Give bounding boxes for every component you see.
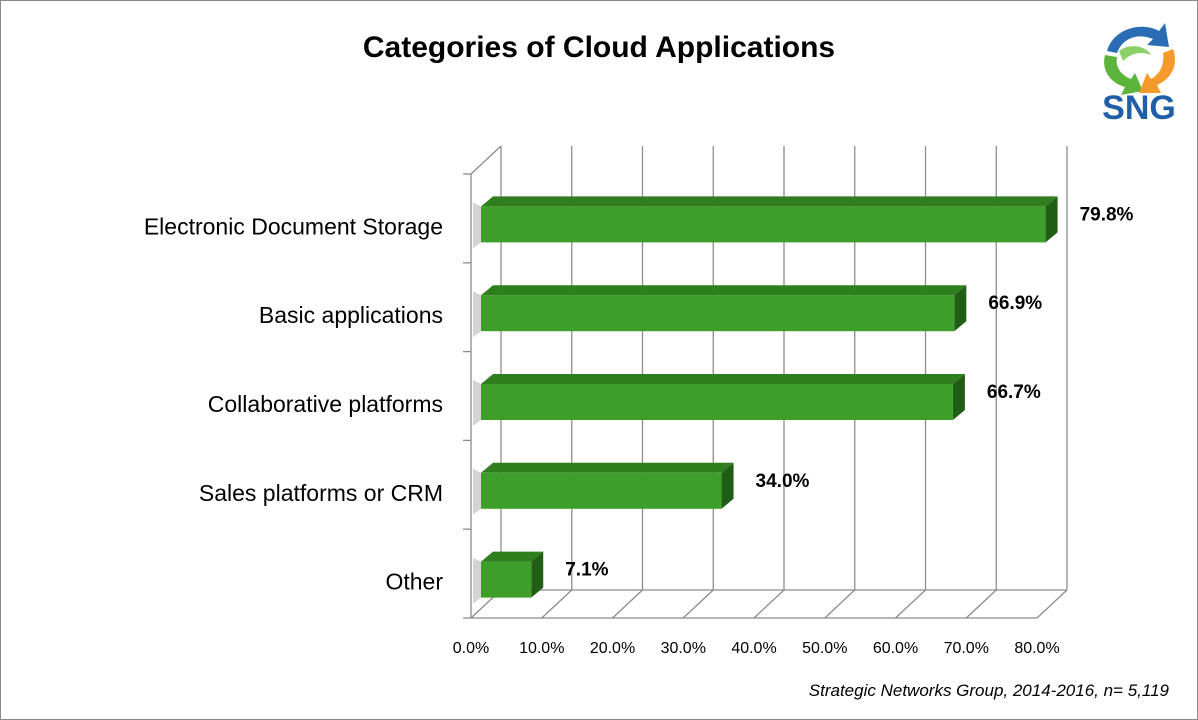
x-tick-label: 70.0% <box>944 640 989 657</box>
category-label: Sales platforms or CRM <box>199 480 443 506</box>
bar-shadow <box>473 557 481 604</box>
sng-logo: SNG <box>1102 23 1176 125</box>
bar-front <box>481 295 955 332</box>
x-tick-label: 10.0% <box>519 640 564 657</box>
bar-side <box>721 462 734 509</box>
bar-shadow <box>473 202 481 249</box>
category-label: Basic applications <box>259 302 443 328</box>
value-label: 66.9% <box>988 293 1042 314</box>
logo-text: SNG <box>1102 89 1176 125</box>
bar-front <box>481 206 1046 243</box>
bar-front <box>481 472 722 509</box>
value-label: 34.0% <box>756 471 810 492</box>
gridline-floor <box>1036 589 1068 619</box>
x-tick-label: 60.0% <box>873 640 918 657</box>
x-tick-label: 40.0% <box>731 640 776 657</box>
bar-top <box>481 462 734 473</box>
gridline-floor <box>895 589 926 619</box>
logo-arrow-green-icon <box>1104 55 1143 95</box>
x-tick-label: 80.0% <box>1014 640 1059 657</box>
value-label: 7.1% <box>565 560 608 581</box>
x-tick-label: 30.0% <box>661 640 706 657</box>
gridline-floor <box>541 589 573 619</box>
bar-top <box>481 551 544 562</box>
value-label: 66.7% <box>987 382 1041 403</box>
category-label: Electronic Document Storage <box>144 213 443 239</box>
gridline-floor <box>965 589 997 619</box>
logo-arrow-leaf-icon <box>1119 46 1151 61</box>
y-axis-top-edge <box>470 145 502 175</box>
bar-side <box>531 551 544 598</box>
category-label: Collaborative platforms <box>208 391 443 417</box>
x-tick-label: 0.0% <box>453 640 489 657</box>
x-tick-label: 50.0% <box>802 640 847 657</box>
bar <box>473 462 734 515</box>
bar <box>473 374 965 426</box>
bar-top <box>481 285 967 296</box>
bar-top <box>481 374 965 384</box>
gridline-floor <box>753 589 785 619</box>
bar-shadow <box>473 468 481 515</box>
bar-shadow <box>473 380 481 426</box>
bar-side <box>954 285 967 332</box>
logo-arrow-top-icon <box>1107 23 1169 53</box>
x-tick-label: 20.0% <box>590 640 635 657</box>
bar <box>473 285 967 338</box>
bar <box>473 196 1058 249</box>
bar-side <box>1045 196 1058 243</box>
bar-side <box>952 374 965 420</box>
chart-title: Categories of Cloud Applications <box>362 31 836 64</box>
gridline-floor <box>682 589 714 619</box>
gridline-floor <box>824 589 856 619</box>
bar-shadow <box>473 291 481 338</box>
value-label: 79.8% <box>1080 204 1134 225</box>
gridline-floor <box>612 589 643 619</box>
chart-footnote: Strategic Networks Group, 2014-2016, n= … <box>808 681 1169 700</box>
logo-arrow-right-icon <box>1139 49 1176 93</box>
bar-front <box>481 561 532 598</box>
bar-top <box>481 196 1058 207</box>
category-label: Other <box>385 569 443 595</box>
bar-front <box>481 384 953 420</box>
bar <box>473 551 544 604</box>
